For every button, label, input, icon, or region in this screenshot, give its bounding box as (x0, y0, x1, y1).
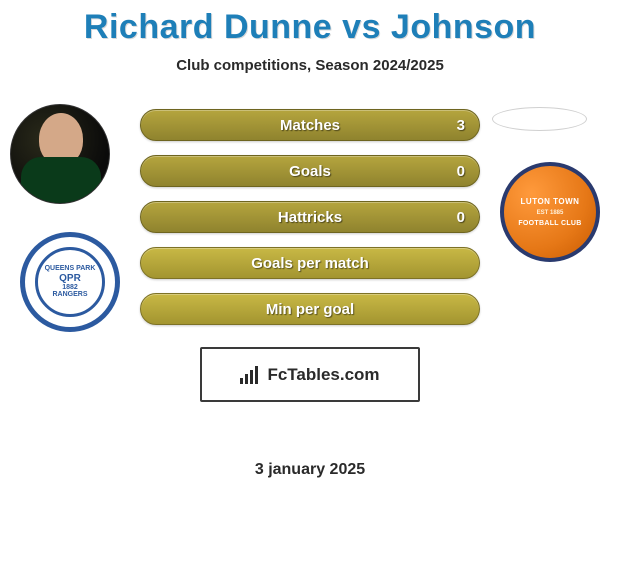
club-left-year: 1882 (62, 284, 78, 292)
stat-value: 0 (457, 209, 465, 226)
watermark-text: FcTables.com (267, 365, 379, 385)
stat-label: Goals (289, 163, 331, 180)
stat-value: 0 (457, 163, 465, 180)
stat-bar-goals-per-match: Goals per match (140, 247, 480, 279)
club-right-line1: LUTON TOWN (521, 197, 580, 206)
stat-label: Hattricks (278, 209, 342, 226)
club-right-line2: EST 1885 (537, 210, 564, 216)
watermark: FcTables.com (200, 347, 420, 402)
club-left-badge: QUEENS PARK QPR 1882 RANGERS (20, 232, 120, 332)
club-left-name-top: QUEENS PARK (45, 265, 96, 273)
stat-bar-matches: Matches 3 (140, 109, 480, 141)
club-left-name-bottom: RANGERS (52, 291, 87, 299)
comparison-card: Richard Dunne vs Johnson Club competitio… (0, 0, 620, 479)
page-title: Richard Dunne vs Johnson (0, 0, 620, 47)
stat-bar-hattricks: Hattricks 0 (140, 201, 480, 233)
chart-icon (240, 366, 262, 384)
stat-label: Min per goal (266, 301, 354, 318)
stat-bar-goals: Goals 0 (140, 155, 480, 187)
player-left-photo (10, 104, 110, 204)
stat-bar-min-per-goal: Min per goal (140, 293, 480, 325)
club-right-badge: LUTON TOWN EST 1885 FOOTBALL CLUB (500, 162, 600, 262)
stat-value: 3 (457, 117, 465, 134)
stat-label: Matches (280, 117, 340, 134)
footer-date: 3 january 2025 (0, 461, 620, 479)
page-subtitle: Club competitions, Season 2024/2025 (0, 57, 620, 74)
stat-bars: Matches 3 Goals 0 Hattricks 0 Goals per … (140, 109, 480, 339)
club-left-inner: QUEENS PARK QPR 1882 RANGERS (35, 247, 105, 317)
club-left-abbrev: QPR (59, 273, 81, 284)
player-right-photo (492, 107, 587, 131)
stat-label: Goals per match (251, 255, 369, 272)
club-right-line3: FOOTBALL CLUB (518, 220, 581, 227)
